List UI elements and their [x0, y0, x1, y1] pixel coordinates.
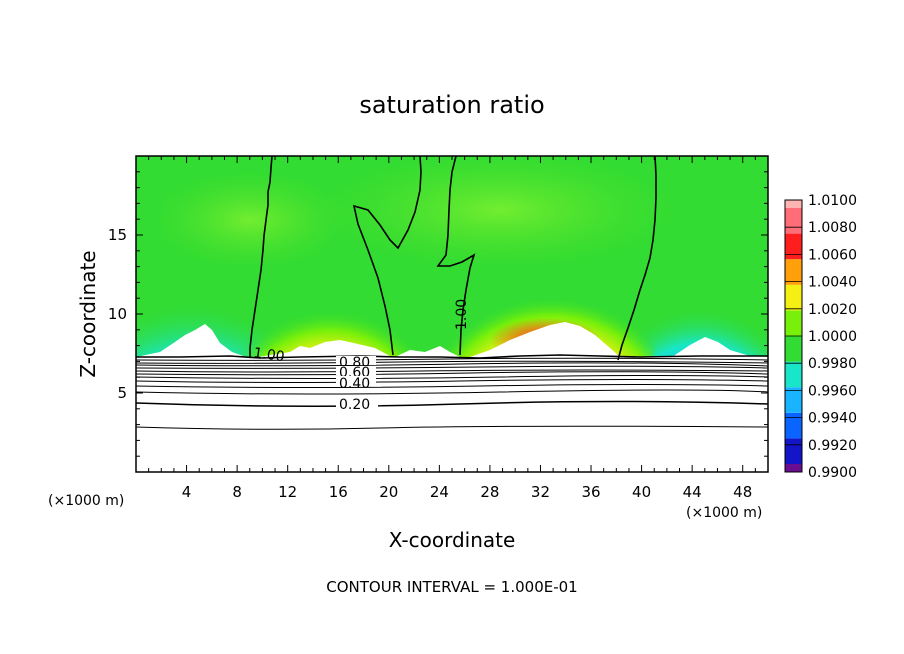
colorbar-label: 0.9980 — [808, 356, 857, 372]
colorbar-label: 0.9960 — [808, 383, 857, 399]
contour-label-0-20: 0.20 — [339, 397, 370, 413]
x-tick-label: 36 — [581, 483, 600, 501]
contour-label-1-00-left: 1.00 — [252, 345, 285, 365]
white-region-right — [470, 322, 620, 357]
colorbar-label: 1.0000 — [808, 329, 857, 345]
colorbar-band — [785, 438, 802, 464]
contour-labels: 1.00 1.00 0.80 0.60 0.40 0.20 — [252, 299, 470, 413]
colorbar-band — [785, 336, 802, 362]
chart-title: saturation ratio — [359, 91, 544, 119]
colorbar-label: 1.0020 — [808, 302, 857, 318]
x-tick-label: 44 — [683, 483, 702, 501]
white-region-far-right — [672, 337, 768, 357]
white-region-left — [136, 324, 246, 357]
white-region-center — [395, 346, 460, 357]
x-tick-label: 4 — [182, 483, 192, 501]
colorbar: 0.9900 0.9920 0.9940 0.9960 0.9980 1.0000 1.00… — [784, 193, 857, 481]
x-tick-label: 48 — [733, 483, 752, 501]
x-tick-label: 24 — [430, 483, 449, 501]
x-tick-label: 20 — [379, 483, 398, 501]
plot-area: 1.00 1.00 0.80 0.60 0.40 0.20 — [136, 156, 768, 472]
colorbar-band — [785, 208, 802, 234]
colorbar-band — [785, 361, 802, 388]
colorbar-label: 0.9940 — [808, 411, 857, 427]
x-tick-label: 8 — [232, 483, 242, 501]
contour-1.00-right — [617, 156, 657, 361]
field-boundary-line — [136, 354, 768, 359]
x-tick-label: 32 — [531, 483, 550, 501]
lower-white-region — [136, 357, 768, 472]
x-unit-left: (×1000 m) — [48, 493, 124, 509]
y-tick-label: 15 — [108, 226, 127, 244]
colorbar-band — [785, 387, 802, 413]
x-axis-ticks: 4 8 12 16 20 24 28 32 36 40 44 48 — [148, 156, 756, 501]
contour-label-1-00-mid: 1.00 — [454, 299, 470, 330]
x-axis-label: X-coordinate — [389, 528, 516, 552]
stratified-contours — [136, 357, 768, 430]
colorbar-band — [785, 200, 802, 208]
x-tick-label: 28 — [480, 483, 499, 501]
colorbar-label: 1.0100 — [808, 193, 857, 209]
x-tick-label: 16 — [329, 483, 348, 501]
white-region-center-left — [258, 340, 390, 357]
colorbar-band — [785, 259, 802, 285]
y-tick-label: 5 — [117, 384, 127, 402]
contour-1.00-left — [249, 156, 273, 358]
colorbar-label: 0.9900 — [808, 465, 857, 481]
contour-label-0-40: 0.40 — [339, 376, 370, 392]
x-tick-label: 40 — [632, 483, 651, 501]
y-tick-label: 10 — [108, 305, 127, 323]
x-tick-label: 12 — [278, 483, 297, 501]
colorbar-band — [785, 464, 802, 472]
y-axis-label: Z-coordinate — [76, 250, 100, 377]
colorbar-band — [785, 284, 802, 311]
colorbar-label: 0.9920 — [808, 438, 857, 454]
colorbar-band — [785, 233, 802, 260]
contour-interval-footer: CONTOUR INTERVAL = 1.000E-01 — [326, 578, 577, 596]
colorbar-label: 1.0040 — [808, 275, 857, 291]
colorbar-label: 1.0060 — [808, 247, 857, 263]
x-unit-right: (×1000 m) — [686, 505, 762, 521]
colorbar-label: 1.0080 — [808, 220, 857, 236]
contour-1.00-middle — [352, 156, 422, 356]
colorbar-band — [785, 412, 802, 439]
colorbar-band — [785, 310, 802, 336]
contour-1.00-wedge — [436, 156, 476, 356]
y-axis-ticks: 5 10 15 — [108, 171, 768, 457]
